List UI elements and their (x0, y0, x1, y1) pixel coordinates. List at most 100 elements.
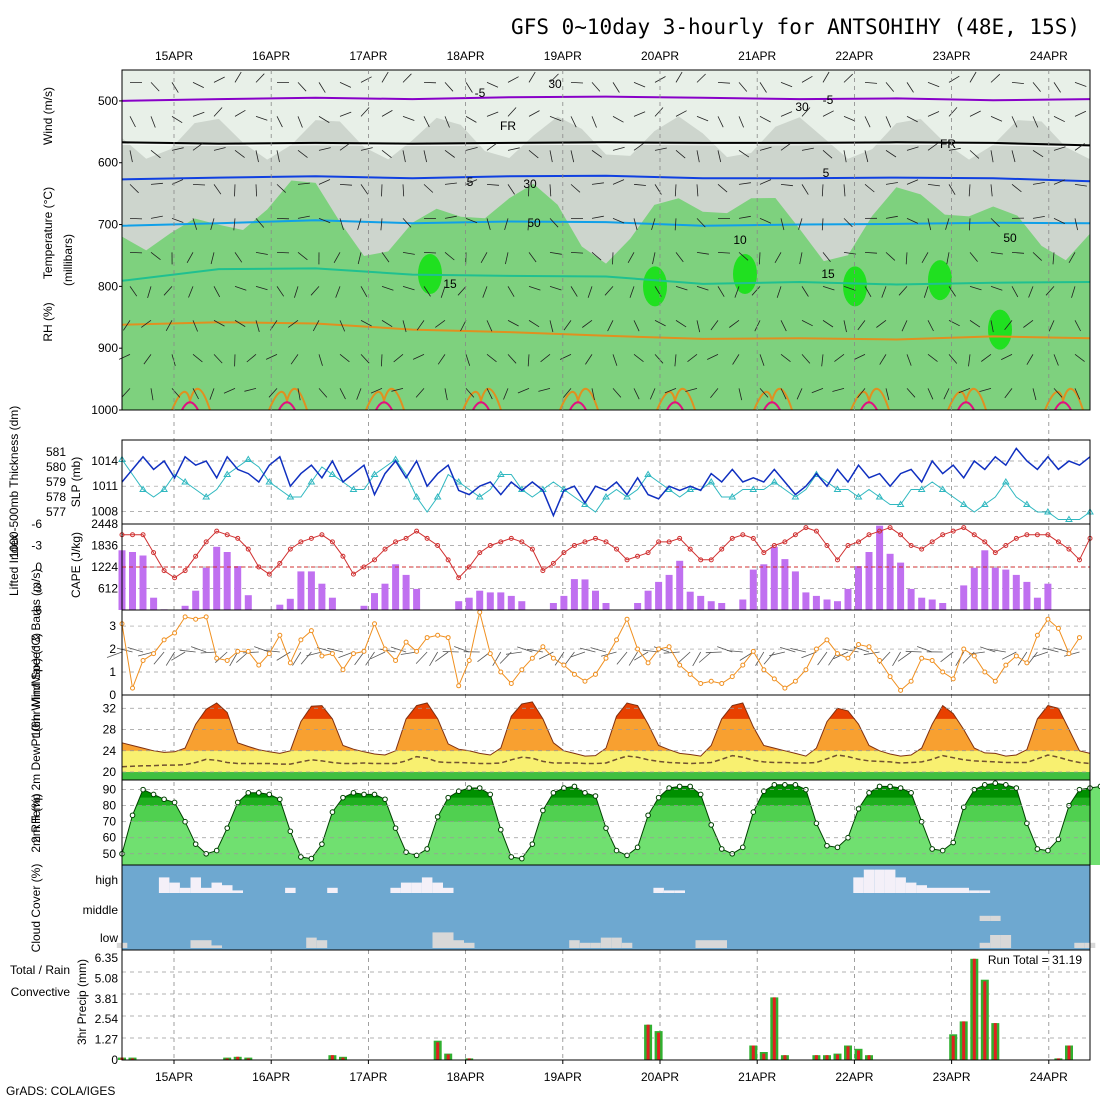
temp-contour-25-cell (569, 401, 587, 411)
upper-wind-barb (738, 116, 744, 128)
wind-speed-point (435, 632, 441, 638)
lifted-index-line (122, 527, 1091, 579)
rh2m-point (403, 849, 409, 855)
wind-speed-point (361, 648, 367, 654)
upper-wind-barb (528, 110, 540, 117)
rh2m-point (1045, 847, 1051, 854)
wind-speed-point (824, 637, 830, 643)
upper-wind-barb (633, 142, 644, 151)
upper-wind-barb (486, 111, 499, 117)
wind-speed-point (908, 678, 914, 684)
thickness-marker (875, 493, 884, 500)
upper-wind-barb (843, 285, 856, 291)
upper-wind-barb (165, 320, 173, 331)
surface-wind-barb (254, 646, 270, 653)
wind-speed-point (329, 651, 335, 657)
upper-wind-barb (129, 286, 138, 297)
upper-wind-barb (948, 147, 961, 151)
rh2m-point (487, 791, 494, 798)
surface-wind-barb (897, 651, 912, 662)
wind-speed-point (477, 609, 483, 615)
cape-bar (371, 593, 378, 610)
lifted-index-point (266, 571, 272, 577)
rh2m-point (739, 844, 746, 851)
lifted-index-point (277, 560, 283, 566)
upper-wind-barb (465, 217, 478, 224)
upper-wind-barb (357, 218, 362, 231)
cloud-level-label: high (95, 873, 118, 887)
lifted-index-point (319, 532, 325, 538)
cape-bar (812, 595, 820, 610)
upper-wind-barb (921, 252, 929, 263)
cape-bar (318, 583, 326, 610)
upper-wind-barb (276, 184, 286, 193)
lifted-index-point (140, 532, 146, 538)
upper-wind-barb (570, 150, 575, 163)
lifted-index-point (877, 528, 883, 534)
thickness-marker (833, 485, 842, 492)
precip-convective-bar (341, 1057, 345, 1060)
wind-speed-point (740, 662, 746, 668)
upper-wind-barb (798, 218, 803, 230)
upper-wind-barb (612, 116, 624, 123)
rh2m-point (508, 854, 515, 860)
upper-wind-barb (402, 184, 405, 197)
lifted-index-point (687, 546, 693, 552)
upper-wind-barb (1004, 320, 1013, 331)
rh2m-point (255, 790, 262, 796)
surface-wind-barb (229, 651, 239, 667)
upper-wind-barb (210, 218, 215, 231)
thickness-marker (623, 493, 631, 500)
wind-speed-point (456, 683, 462, 689)
rh2m-point (750, 809, 757, 815)
upper-wind-barb (563, 320, 572, 331)
upper-wind-barb (633, 81, 646, 88)
rh-high-moisture-area (122, 180, 1090, 410)
upper-wind-barb (633, 111, 646, 117)
surface-wind-barb (179, 649, 196, 653)
precip-convective-bar (836, 1054, 839, 1060)
cape-bar (886, 553, 894, 610)
upper-wind-barb (381, 354, 383, 367)
precip-convective-bar (962, 1021, 966, 1060)
thickness-marker (307, 478, 316, 485)
rh2m-point (382, 796, 388, 803)
upper-wind-barb (654, 320, 666, 327)
upper-wind-barb (857, 320, 866, 331)
surface-wind-barb (755, 651, 765, 666)
rh2m-point (529, 841, 536, 847)
upper-wind-barb (192, 388, 199, 400)
wind-speed-point (130, 685, 136, 691)
lifted-index-point (940, 532, 946, 538)
rh-saturated-cell (843, 266, 867, 307)
cape-bar (129, 552, 136, 610)
precip-tick-label: 6.35 (95, 951, 119, 965)
precip-convective-bar (762, 1053, 766, 1060)
cloud-high-bar (979, 890, 991, 893)
surface-wind-barb (916, 646, 933, 653)
day-label-bottom: 16APR (252, 1070, 290, 1084)
upper-wind-barb (652, 252, 656, 265)
upper-wind-barb (885, 388, 890, 401)
temp-contour-20-cell (850, 387, 890, 411)
rh2m-point (1013, 785, 1020, 791)
lifted-index-point (708, 557, 714, 563)
upper-wind-barb (150, 116, 156, 128)
lifted-index-point (340, 553, 346, 559)
upper-wind-barb (585, 354, 593, 365)
wind-tick-label: 2 (109, 642, 116, 656)
lifted-index-point (971, 532, 977, 538)
upper-wind-barb (234, 285, 247, 291)
wind-speed-point (771, 676, 777, 682)
cape-bar (844, 588, 852, 610)
slp-tick-label: 1014 (91, 454, 118, 468)
wind-speed-point (277, 632, 283, 638)
upper-wind-barb (885, 116, 892, 128)
surface-wind-barb (127, 647, 144, 653)
wind-speed-point (350, 651, 356, 657)
pressure-tick-label: 700 (98, 218, 118, 232)
cloud-high-bar (390, 887, 401, 893)
upper-wind-barb (186, 252, 194, 263)
upper-wind-barb (651, 218, 656, 231)
lifted-index-point (1003, 543, 1009, 548)
